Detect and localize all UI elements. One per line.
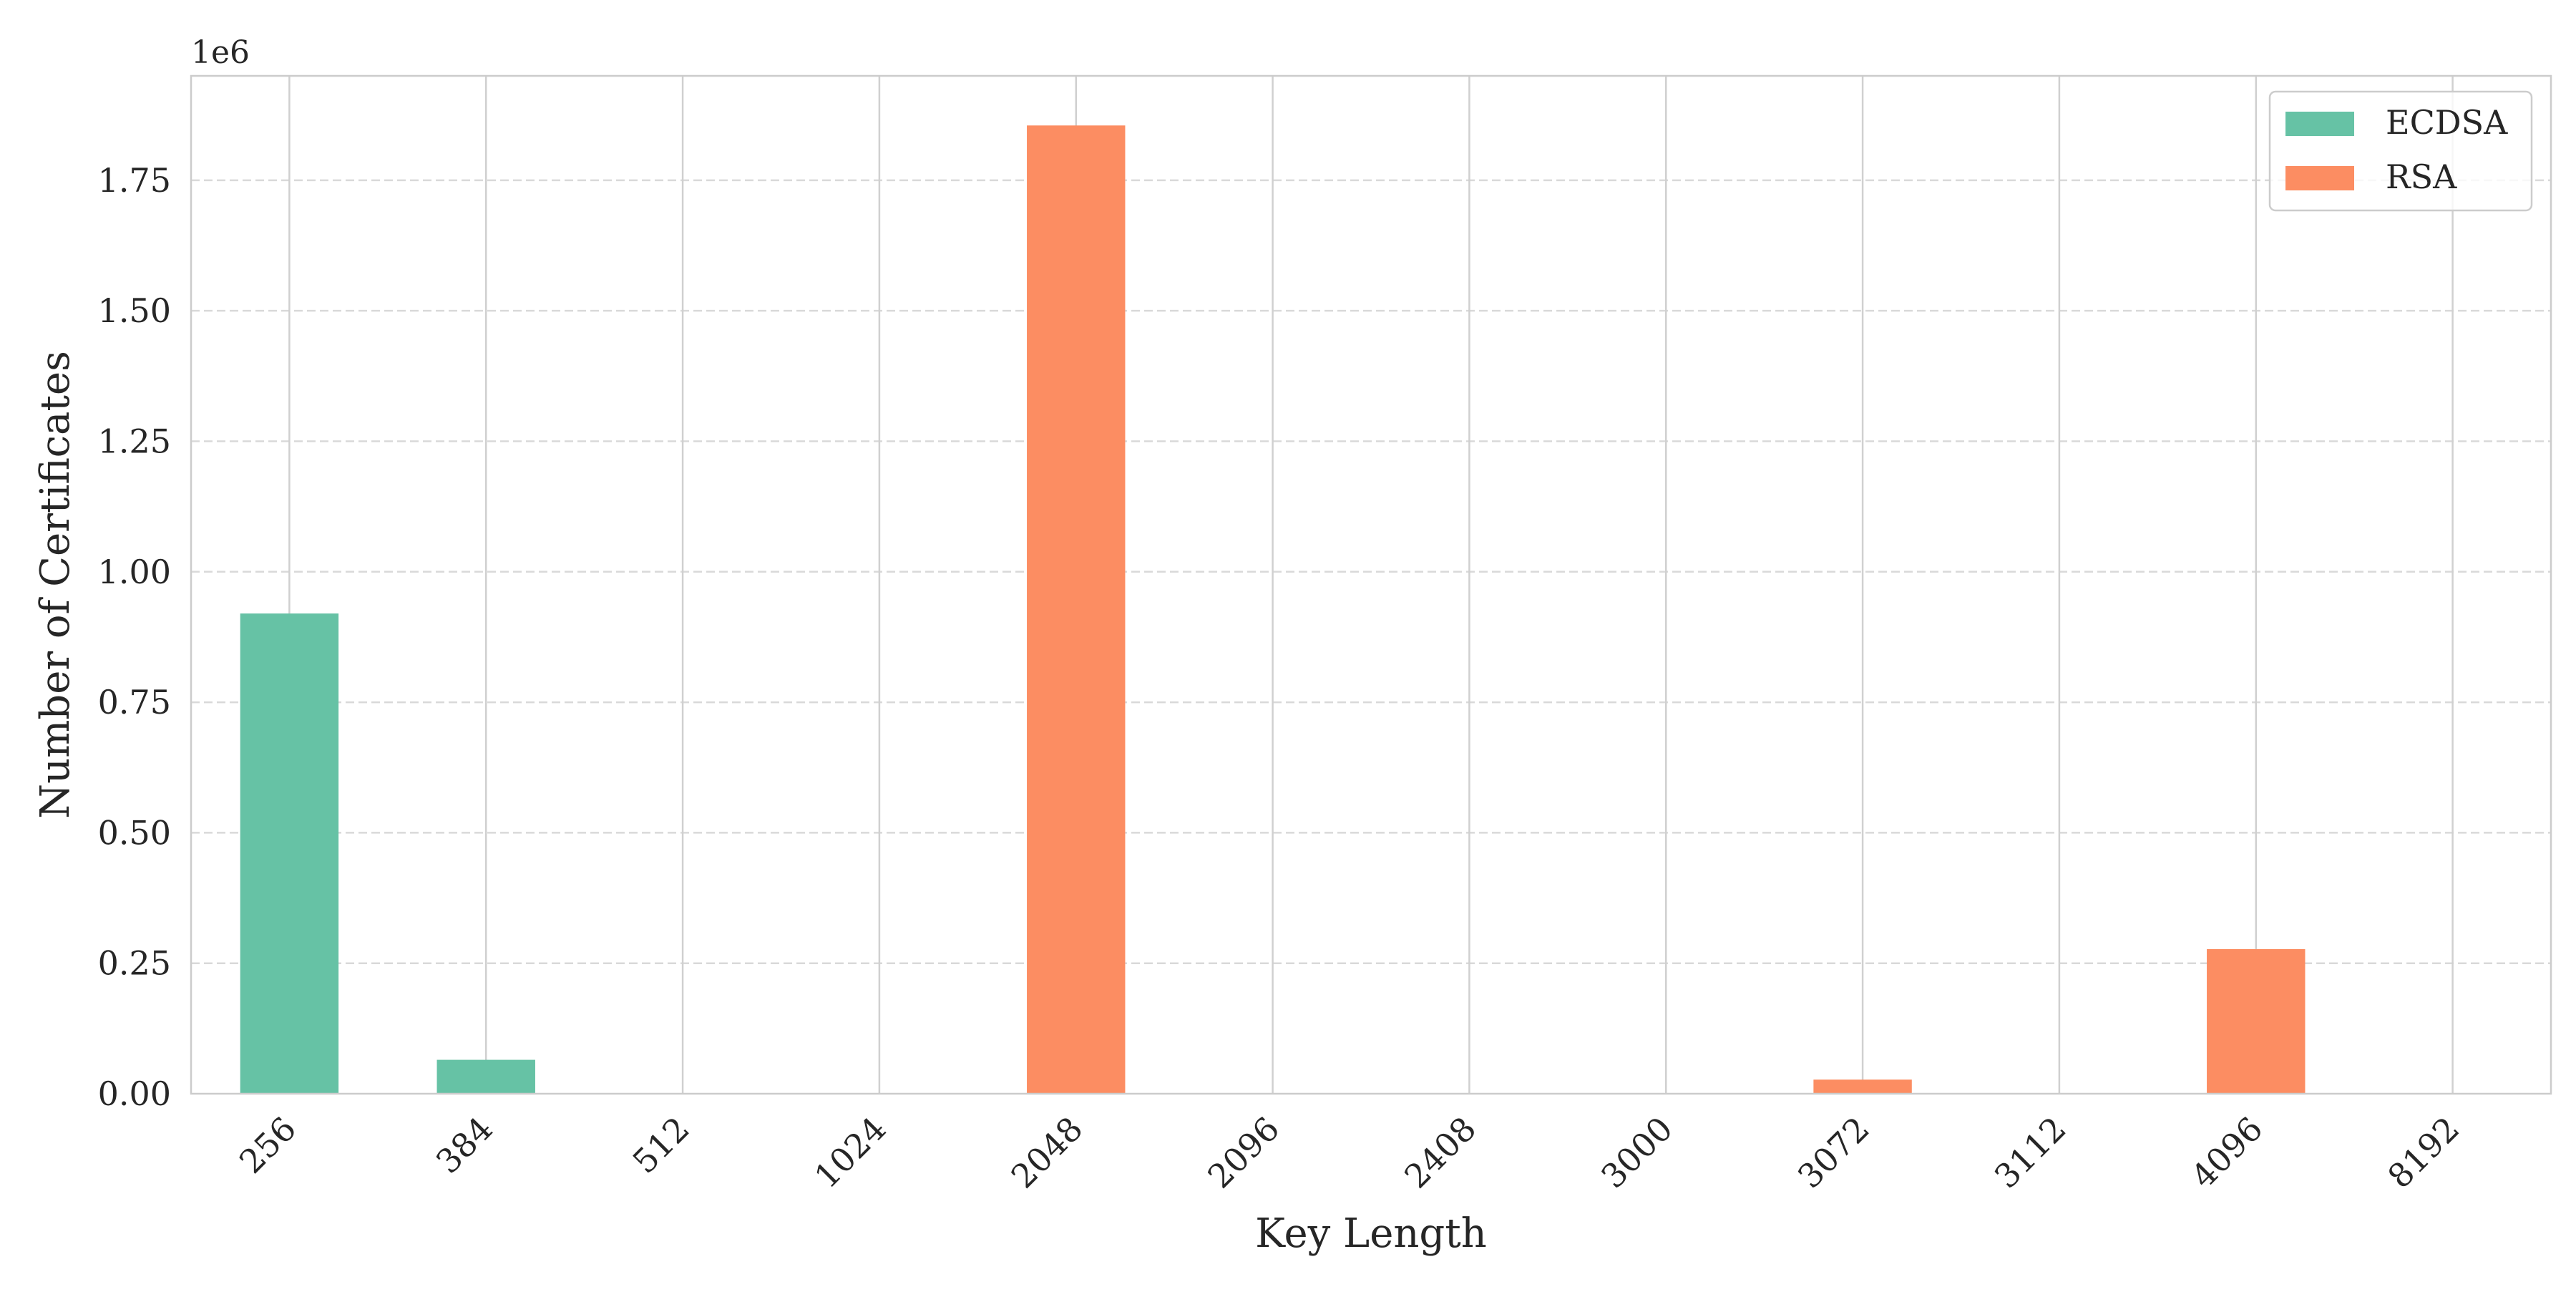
y-axis-offset-text: 1e6 <box>191 34 250 71</box>
x-tick-label: 8192 <box>2380 1109 2467 1196</box>
x-tick-label: 3072 <box>1790 1109 1877 1196</box>
y-tick-label: 1.25 <box>98 422 171 460</box>
bar-rsa-3072 <box>1813 1079 1911 1094</box>
bar-ecdsa-256 <box>240 613 338 1094</box>
y-tick-label: 0.25 <box>98 944 171 983</box>
y-tick-label: 1.75 <box>98 161 171 200</box>
y-tick-label: 1.00 <box>98 553 171 591</box>
legend: ECDSA RSA <box>2270 92 2532 210</box>
x-tick-label: 512 <box>625 1109 697 1181</box>
bar-rsa-2048 <box>1027 125 1125 1094</box>
x-tick-label: 256 <box>232 1109 303 1181</box>
y-tick-label: 1.50 <box>98 291 171 330</box>
x-tick-label: 4096 <box>2184 1109 2270 1196</box>
bars-layer <box>240 125 2502 1094</box>
y-tick-labels: 0.00 0.25 0.50 0.75 1.00 1.25 1.50 1.75 <box>98 161 171 1113</box>
x-tick-labels: 256 384 512 1024 2048 2096 2408 3000 3072 3112 409… <box>232 1109 2467 1196</box>
plot-frame <box>191 76 2551 1094</box>
y-tick-label: 0.75 <box>98 683 171 722</box>
y-tick-label: 0.50 <box>98 813 171 852</box>
bar-ecdsa-384 <box>437 1060 535 1094</box>
legend-swatch-ecdsa <box>2285 112 2354 136</box>
bar-rsa-4096 <box>2207 949 2305 1094</box>
legend-label-ecdsa: ECDSA <box>2386 103 2508 142</box>
x-tick-label: 3000 <box>1594 1109 1680 1196</box>
x-axis-label: Key Length <box>1255 1210 1487 1257</box>
x-tick-label: 2048 <box>1004 1109 1091 1196</box>
y-axis-label: Number of Certificates <box>32 351 79 819</box>
grid-layer <box>191 76 2551 1094</box>
x-tick-label: 2096 <box>1200 1109 1287 1196</box>
legend-label-rsa: RSA <box>2386 157 2457 196</box>
x-tick-label: 3112 <box>1987 1109 2074 1196</box>
x-tick-label: 384 <box>429 1109 500 1181</box>
x-tick-label: 1024 <box>807 1109 894 1196</box>
y-tick-label: 0.00 <box>98 1074 171 1113</box>
legend-swatch-rsa <box>2285 166 2354 190</box>
x-tick-label: 2408 <box>1397 1109 1483 1196</box>
